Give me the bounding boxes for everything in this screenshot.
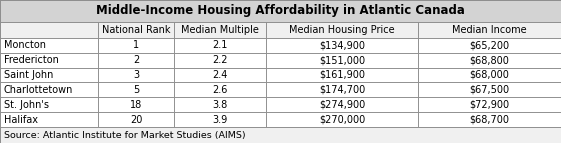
Text: $68,000: $68,000: [470, 70, 509, 80]
Text: 3.9: 3.9: [213, 115, 228, 125]
Text: Median Housing Price: Median Housing Price: [289, 25, 395, 35]
Bar: [266, 53, 418, 67]
Bar: [418, 112, 561, 127]
Text: National Rank: National Rank: [102, 25, 171, 35]
Text: 2.6: 2.6: [213, 85, 228, 95]
Text: $68,700: $68,700: [470, 115, 509, 125]
Text: 2.2: 2.2: [213, 55, 228, 65]
Text: 2: 2: [133, 55, 139, 65]
Text: 18: 18: [130, 100, 142, 110]
Bar: [418, 53, 561, 67]
Bar: [418, 97, 561, 112]
Bar: [98, 82, 174, 97]
Text: Moncton: Moncton: [4, 40, 46, 50]
Bar: [0, 38, 98, 53]
Text: $67,500: $67,500: [470, 85, 509, 95]
Text: Saint John: Saint John: [4, 70, 53, 80]
Bar: [0, 0, 561, 22]
Bar: [98, 53, 174, 67]
Text: Charlottetown: Charlottetown: [4, 85, 73, 95]
Bar: [174, 97, 266, 112]
Text: 5: 5: [133, 85, 139, 95]
Bar: [0, 127, 561, 143]
Text: 1: 1: [133, 40, 139, 50]
Text: $174,700: $174,700: [319, 85, 365, 95]
Bar: [0, 22, 98, 38]
Bar: [266, 67, 418, 82]
Bar: [0, 97, 98, 112]
Bar: [174, 22, 266, 38]
Text: Halifax: Halifax: [4, 115, 38, 125]
Text: $72,900: $72,900: [470, 100, 509, 110]
Text: $274,900: $274,900: [319, 100, 365, 110]
Bar: [266, 38, 418, 53]
Bar: [98, 97, 174, 112]
Text: Middle-Income Housing Affordability in Atlantic Canada: Middle-Income Housing Affordability in A…: [96, 4, 465, 17]
Bar: [418, 38, 561, 53]
Text: Fredericton: Fredericton: [4, 55, 59, 65]
Text: 2.1: 2.1: [213, 40, 228, 50]
Text: St. John's: St. John's: [4, 100, 49, 110]
Bar: [0, 67, 98, 82]
Bar: [418, 67, 561, 82]
Text: Median Income: Median Income: [452, 25, 527, 35]
Bar: [266, 97, 418, 112]
Bar: [98, 22, 174, 38]
Text: $151,000: $151,000: [319, 55, 365, 65]
Bar: [0, 82, 98, 97]
Bar: [174, 82, 266, 97]
Bar: [266, 82, 418, 97]
Text: 20: 20: [130, 115, 142, 125]
Text: $68,800: $68,800: [470, 55, 509, 65]
Bar: [174, 67, 266, 82]
Text: 3.8: 3.8: [213, 100, 228, 110]
Bar: [418, 82, 561, 97]
Bar: [174, 53, 266, 67]
Bar: [98, 112, 174, 127]
Bar: [266, 112, 418, 127]
Text: $134,900: $134,900: [319, 40, 365, 50]
Bar: [174, 38, 266, 53]
Text: $161,900: $161,900: [319, 70, 365, 80]
Bar: [266, 22, 418, 38]
Text: 3: 3: [133, 70, 139, 80]
Bar: [98, 67, 174, 82]
Text: $270,000: $270,000: [319, 115, 365, 125]
Bar: [174, 112, 266, 127]
Bar: [418, 22, 561, 38]
Text: Source: Atlantic Institute for Market Studies (AIMS): Source: Atlantic Institute for Market St…: [4, 131, 246, 140]
Text: 2.4: 2.4: [213, 70, 228, 80]
Bar: [98, 38, 174, 53]
Bar: [0, 53, 98, 67]
Text: Median Multiple: Median Multiple: [181, 25, 259, 35]
Text: $65,200: $65,200: [470, 40, 509, 50]
Bar: [0, 112, 98, 127]
